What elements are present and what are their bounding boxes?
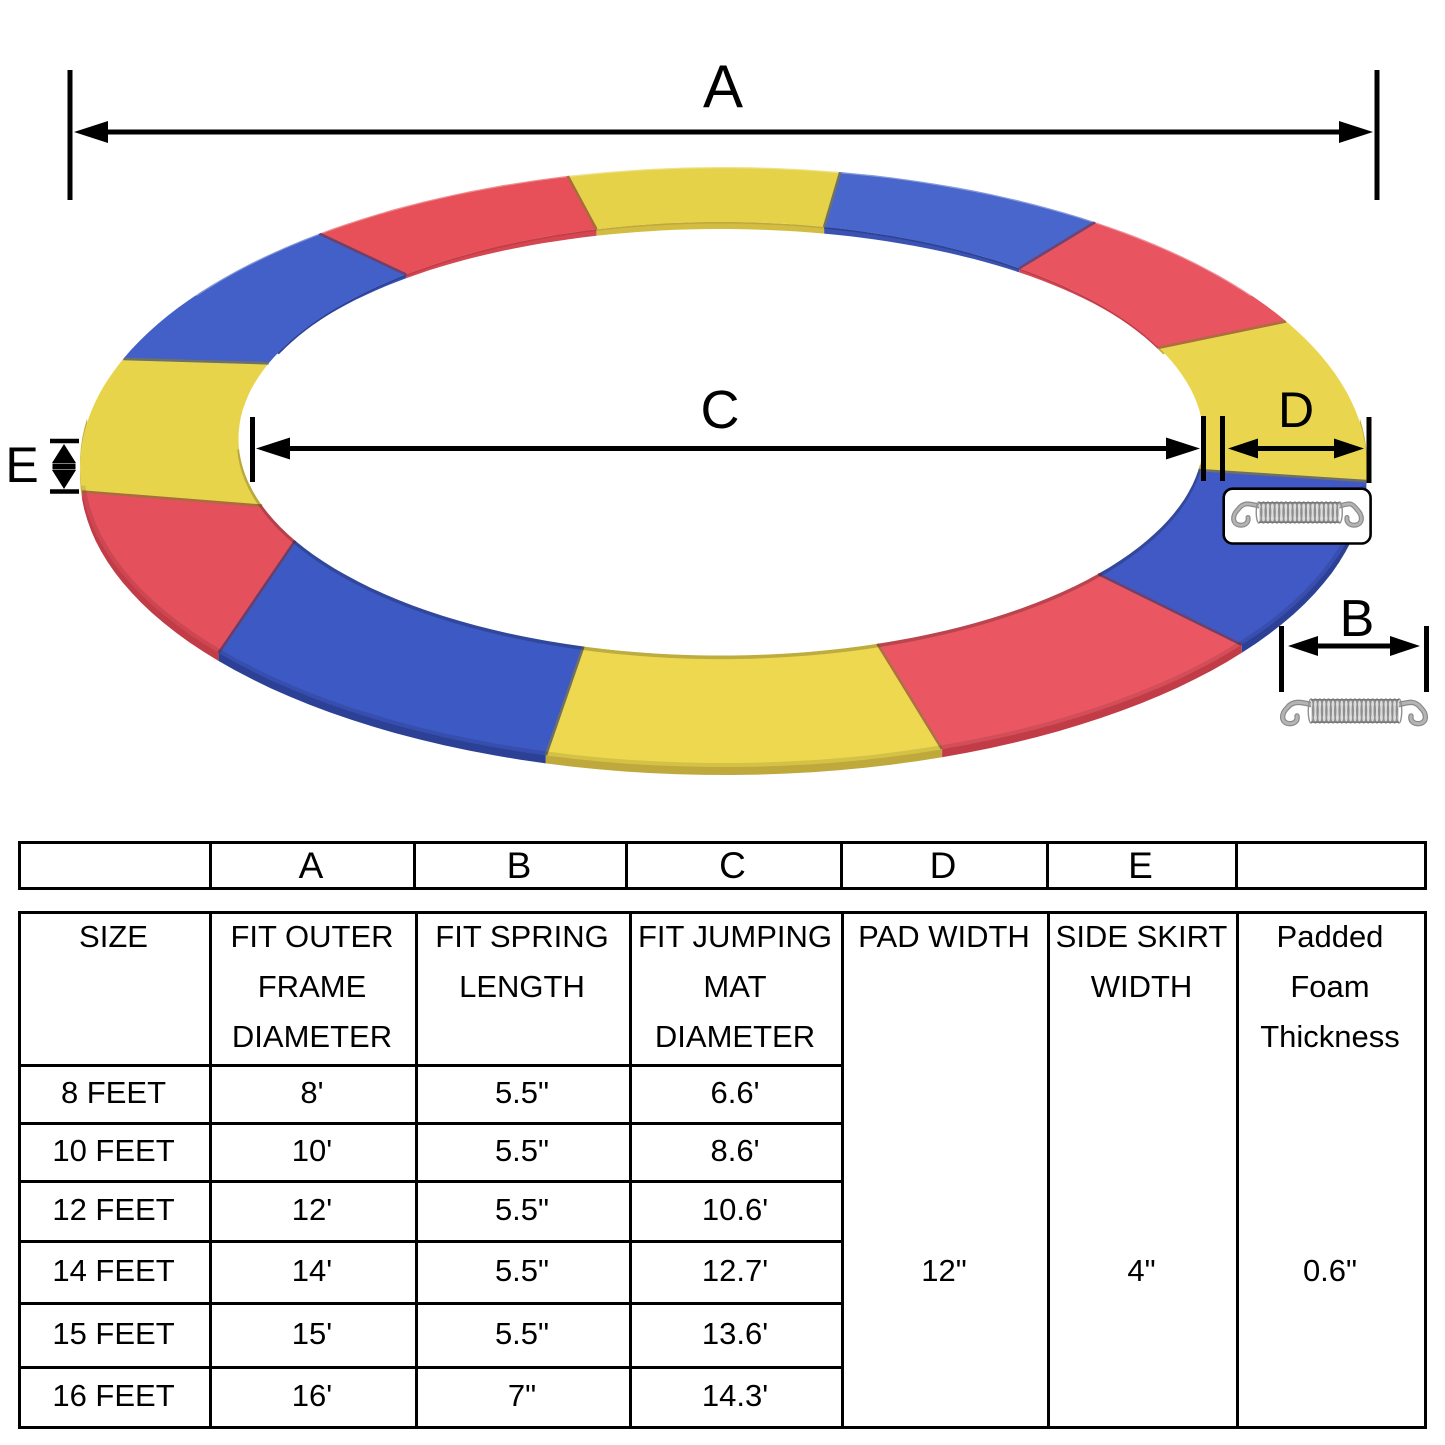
- svg-text:C: C: [701, 380, 740, 440]
- svg-text:D: D: [1278, 382, 1314, 438]
- svg-text:B: B: [1340, 590, 1375, 648]
- svg-text:E: E: [5, 437, 38, 493]
- svg-text:A: A: [703, 53, 743, 120]
